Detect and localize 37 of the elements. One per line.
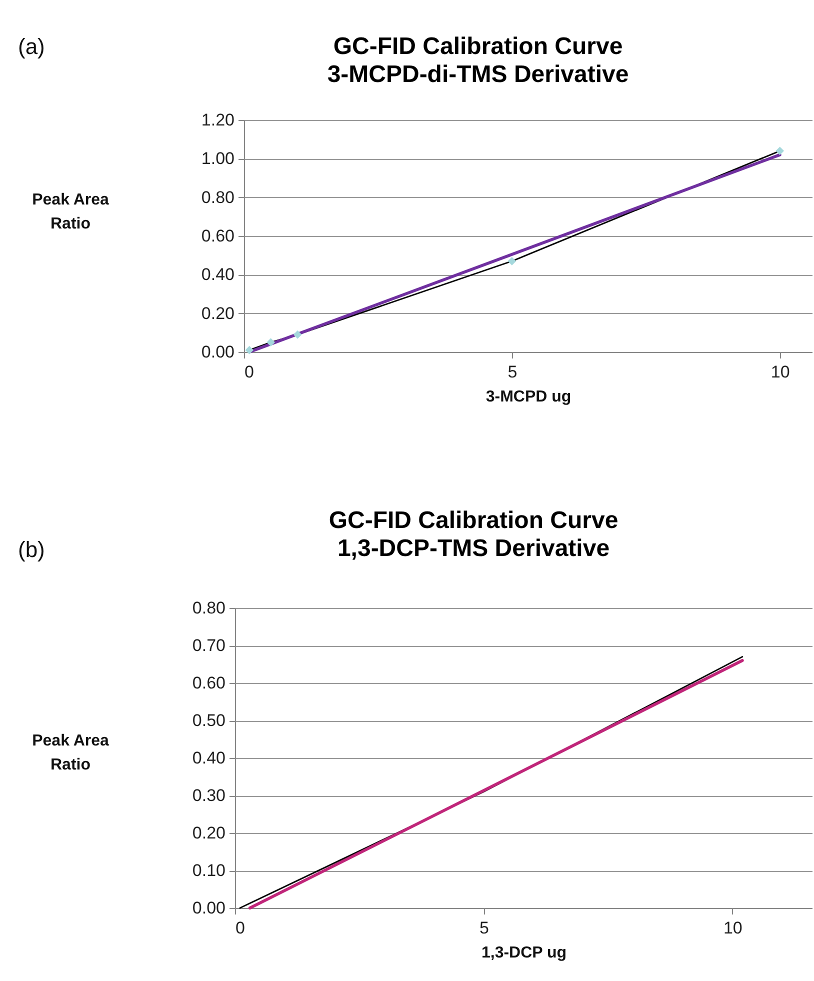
x-tick-label: 10 [770,362,790,382]
y-tick-label: 0.20 [201,304,234,323]
point [245,346,254,354]
chart-title: GC-FID Calibration Curve [333,33,623,60]
y-tick-label: 0.00 [201,342,234,362]
y-tick-label: 0.80 [192,598,226,618]
y-tick-label: 0.00 [192,898,226,918]
x-tick-label: 10 [723,918,742,938]
point [293,330,302,339]
y-axis-title: Peak Area Ratio [32,191,109,232]
y-tick-label: 0.30 [192,786,226,805]
y-tick-label: 0.60 [201,226,234,246]
y-tick-label: 0.40 [192,748,226,768]
x-axis-title: 3-MCPD ug [486,388,572,406]
y-tick-label: 0.60 [192,674,226,692]
x-tick-label: 0 [244,362,254,382]
chart-subtitle: 1,3-DCP-TMS Derivative [337,535,610,562]
chart-title: GC-FID Calibration Curve [328,507,618,534]
y-tick-label: 1.00 [201,149,234,168]
x-tick-label: 5 [508,362,518,382]
point [508,256,516,266]
y-tick-label: 0.80 [201,188,234,207]
chart-subtitle: 3-MCPD-di-TMS Derivative [327,61,629,88]
x-axis-title: 1,3-DCP ug [481,944,567,962]
x-tick-label: 5 [479,918,489,938]
y-tick-label: 0.10 [192,861,226,880]
y-tick-label: 0.70 [192,636,226,655]
y-tick-label: 0.50 [192,711,226,730]
y-axis-title: Peak Area Ratio [32,732,109,774]
text: (b) [18,537,45,563]
y-tick-label: 1.20 [201,110,234,130]
y-tick-label: 0.40 [201,265,234,284]
text: (a) [18,34,45,60]
point [266,338,275,347]
x-tick-label: 0 [236,918,245,938]
y-tick-label: 0.20 [192,824,226,842]
point [776,146,784,156]
